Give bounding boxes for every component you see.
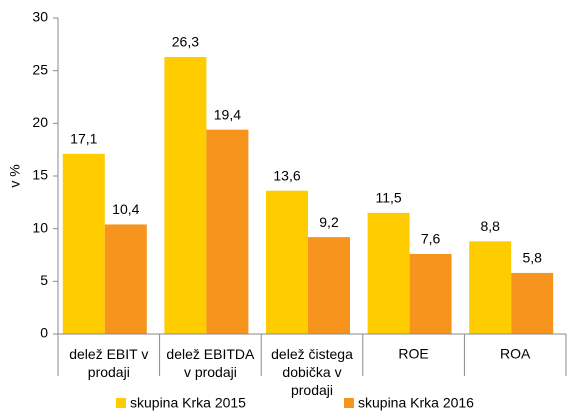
y-tick-label: 30 — [32, 9, 48, 25]
y-tick-label: 5 — [40, 272, 48, 288]
bar — [409, 253, 452, 334]
bar — [308, 237, 350, 334]
bar — [367, 212, 410, 334]
value-label: 8,8 — [480, 218, 500, 234]
value-label: 7,6 — [421, 231, 441, 247]
value-label: 19,4 — [214, 106, 241, 122]
x-tick-label: delež čistega dobička v prodaji — [271, 346, 353, 398]
bar — [266, 190, 308, 334]
y-tick-label: 15 — [32, 167, 48, 183]
bar — [469, 241, 512, 334]
y-axis-label: v % — [7, 164, 23, 187]
y-tick-label: 0 — [40, 325, 48, 341]
legend-label: skupina Krka 2016 — [358, 395, 474, 411]
value-label: 10,4 — [112, 201, 139, 217]
legend-swatch — [344, 398, 354, 408]
y-tick-label: 10 — [32, 219, 48, 235]
bar — [104, 224, 147, 334]
y-tick-label: 20 — [32, 114, 48, 130]
y-tick-label: 25 — [32, 61, 48, 77]
value-label: 11,5 — [375, 190, 401, 206]
x-tick-label: delež EBITDA v prodaji — [166, 346, 255, 380]
x-tick-label: ROE — [398, 346, 428, 362]
x-tick-label: delež EBIT v prodaji — [69, 346, 148, 380]
value-label: 17,1 — [70, 131, 97, 147]
legend-swatch — [116, 398, 126, 408]
value-label: 13,6 — [273, 167, 300, 183]
value-label: 5,8 — [522, 250, 542, 266]
bar — [62, 153, 105, 334]
value-label: 9,2 — [319, 214, 339, 230]
bar — [206, 129, 249, 334]
value-label: 26,3 — [172, 34, 199, 50]
legend-label: skupina Krka 2015 — [130, 395, 246, 411]
x-tick-label: ROA — [500, 346, 531, 362]
bar — [164, 56, 207, 335]
bar — [511, 272, 554, 334]
